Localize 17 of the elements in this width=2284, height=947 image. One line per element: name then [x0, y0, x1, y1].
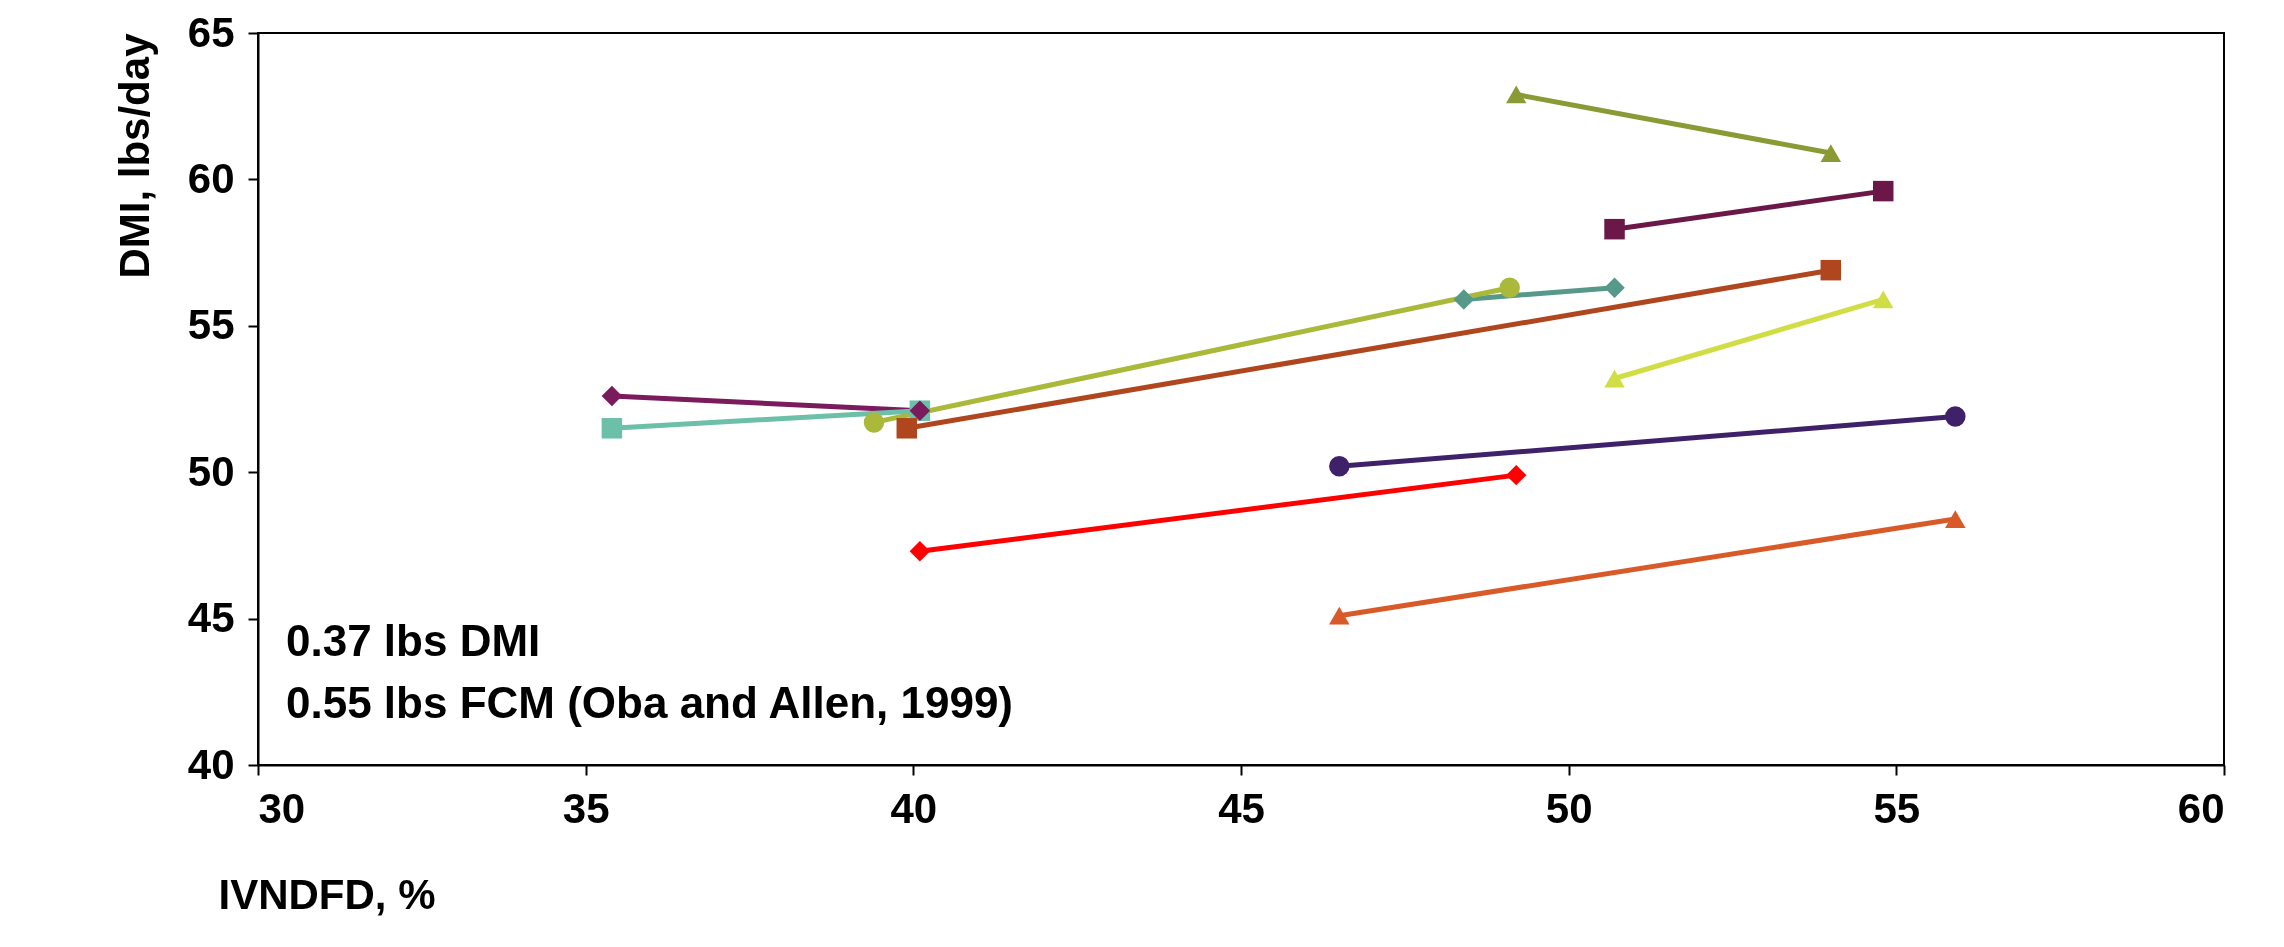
annotation: 0.37 lbs DMI [286, 616, 541, 665]
x-tick-label: 55 [1873, 784, 1921, 832]
x-tick-label: 60 [2177, 784, 2225, 832]
x-axis-title: IVNDFD, % [218, 870, 436, 918]
y-tick-label: 50 [187, 447, 235, 495]
y-tick-label: 55 [187, 301, 235, 349]
x-tick-label: 50 [1545, 784, 1593, 832]
x-tick-label: 45 [1218, 784, 1265, 832]
y-tick-label: 60 [187, 154, 235, 202]
x-tick-label: 40 [890, 784, 938, 832]
y-tick-label: 65 [187, 8, 235, 56]
x-tick-label: 30 [258, 784, 306, 832]
y-axis-title: DMI, lbs/day [110, 32, 158, 279]
y-tick-label: 45 [187, 594, 235, 642]
annotation: 0.55 lbs FCM (Oba and Allen, 1999) [286, 678, 1014, 727]
y-tick-label: 40 [187, 740, 235, 788]
x-tick-label: 35 [562, 784, 610, 832]
